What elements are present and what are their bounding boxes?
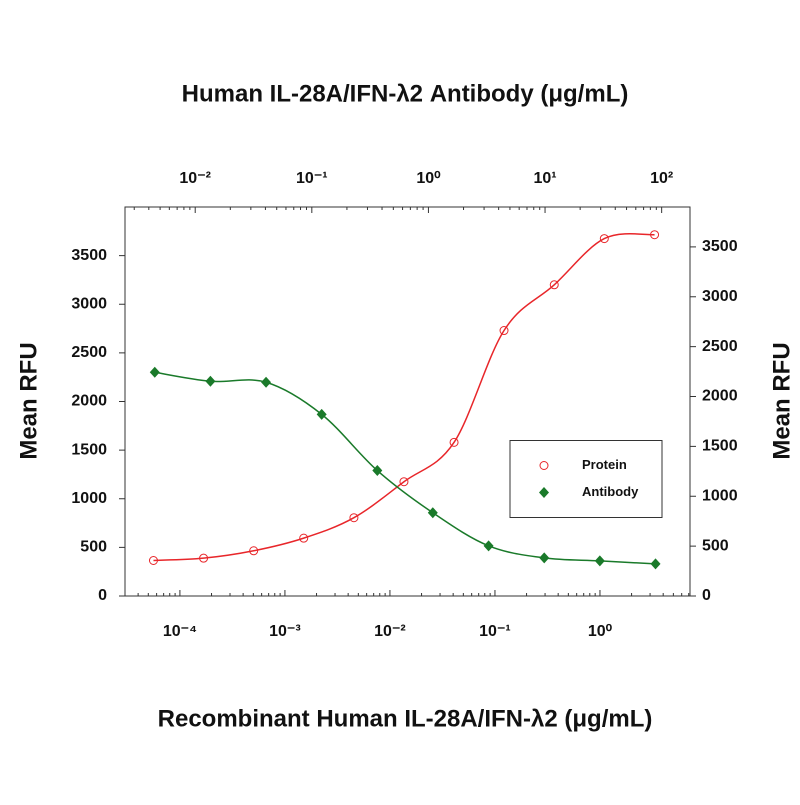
- point: [205, 375, 216, 387]
- y-axis-label: Mean RFU: [15, 342, 42, 459]
- y2-tick-label: 1500: [702, 438, 738, 455]
- x-tick-label: 10⁻⁴: [163, 623, 197, 640]
- point: [599, 234, 609, 244]
- legend-box: [509, 440, 663, 518]
- y-tick-label: 3000: [71, 295, 107, 312]
- point: [650, 558, 661, 570]
- top-axis-label: Human IL-28A/IFN-λ2 Antibody (μg/mL): [182, 80, 629, 107]
- point: [499, 326, 509, 336]
- x-tick-label: 10⁻³: [269, 623, 301, 640]
- y2-tick-label: 1000: [702, 487, 738, 504]
- y-tick-label: 2000: [71, 393, 107, 410]
- y2-axis-label: Mean RFU: [768, 342, 795, 459]
- x2-tick-label: 10⁻²: [179, 170, 211, 187]
- y2-tick-label: 500: [702, 537, 729, 554]
- point: [249, 546, 259, 556]
- point: [349, 513, 359, 523]
- x2-tick-label: 10¹: [533, 170, 556, 187]
- legend-label: Antibody: [582, 484, 639, 499]
- legend-marker: [539, 461, 549, 470]
- point: [148, 556, 158, 566]
- y-tick-label: 3500: [71, 247, 107, 264]
- point: [372, 465, 383, 477]
- y-tick-label: 2500: [71, 344, 107, 361]
- legend-label: Protein: [582, 457, 627, 472]
- curve: [153, 233, 655, 562]
- point: [549, 280, 559, 290]
- y2-tick-label: 0: [702, 587, 711, 604]
- y-tick-label: 500: [80, 539, 107, 556]
- point: [449, 437, 459, 447]
- y2-tick-label: 3000: [702, 288, 738, 305]
- y2-tick-label: 2000: [702, 388, 738, 405]
- point: [650, 230, 660, 240]
- point: [594, 555, 605, 567]
- point: [199, 553, 209, 563]
- x2-tick-label: 10⁰: [416, 170, 441, 187]
- point: [427, 507, 438, 519]
- point: [261, 376, 272, 388]
- y-tick-label: 1000: [71, 490, 107, 507]
- y2-tick-label: 2500: [702, 338, 738, 355]
- plot-frame: [124, 206, 691, 597]
- x2-tick-label: 10⁻¹: [296, 170, 328, 187]
- x-tick-label: 10⁰: [588, 623, 613, 640]
- x-tick-label: 10⁻¹: [479, 623, 511, 640]
- x-tick-label: 10⁻²: [374, 623, 406, 640]
- point: [399, 477, 409, 487]
- curve: [154, 371, 656, 565]
- bottom-axis-label: Recombinant Human IL-28A/IFN-λ2 (μg/mL): [158, 705, 653, 732]
- point: [316, 408, 327, 420]
- y2-tick-label: 3500: [702, 238, 738, 255]
- point: [539, 552, 550, 564]
- legend-marker: [539, 487, 549, 498]
- y-tick-label: 0: [98, 587, 107, 604]
- x2-tick-label: 10²: [650, 170, 673, 187]
- point: [483, 540, 494, 552]
- point: [149, 366, 160, 378]
- y-tick-label: 1500: [71, 441, 107, 458]
- point: [299, 533, 309, 543]
